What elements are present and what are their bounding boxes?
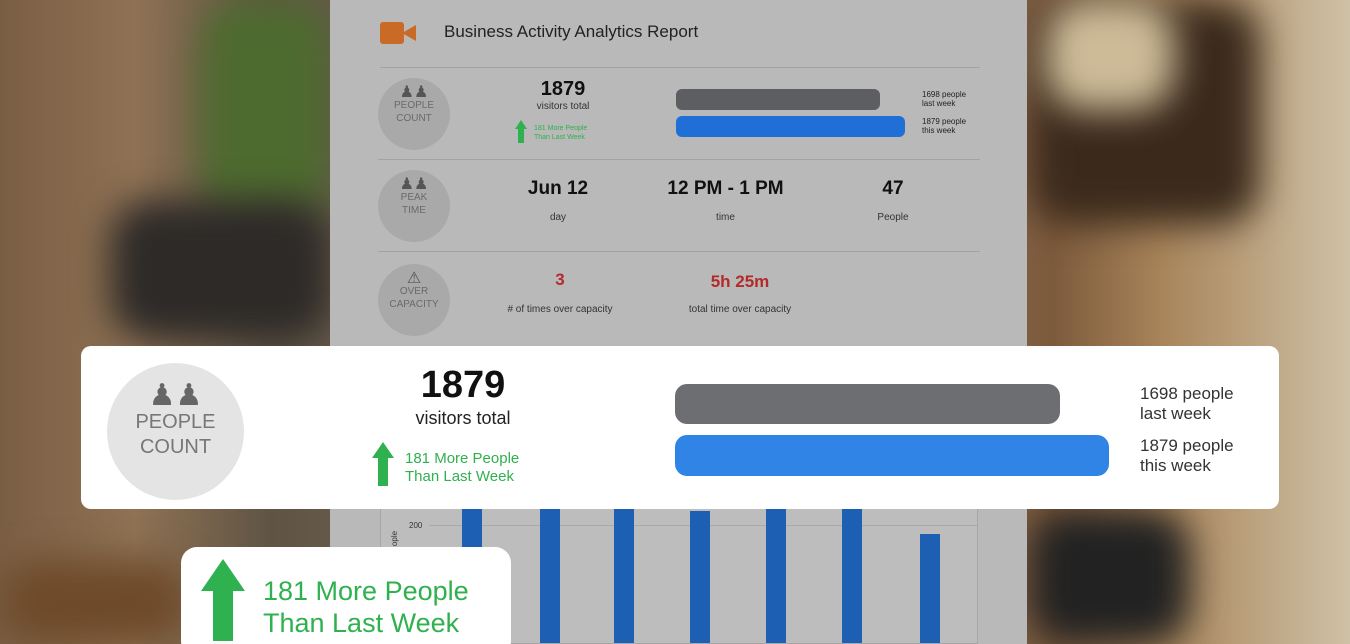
peak-time-row: ♟♟ PEAK TIME Jun 12 day 12 PM - 1 PM tim… <box>378 160 980 252</box>
up-arrow-icon <box>372 442 394 486</box>
visitors-total-caption: visitors total <box>415 408 511 428</box>
this-week-label: 1879 people this week <box>1140 436 1234 475</box>
visitors-total: 1879 <box>420 364 506 406</box>
over-capacity-duration: 5h 25m <box>710 272 770 291</box>
chart-bar <box>614 504 634 643</box>
people-count-badge-large: ♟♟ PEOPLE COUNT <box>107 363 244 500</box>
background-chair <box>1030 510 1190 644</box>
y-axis-label: ople <box>390 530 400 547</box>
people-count-card: ♟♟ PEOPLE COUNT 1879 visitors total 181 … <box>81 346 1279 509</box>
this-week-bar <box>675 435 1109 476</box>
report-title: Business Activity Analytics Report <box>444 22 699 41</box>
peak-time-badge: ♟♟ PEAK TIME <box>378 170 450 242</box>
people-count-row: ♟♟ PEOPLE COUNT 1879 visitors total 181 … <box>378 68 980 160</box>
last-week-bar <box>676 89 880 110</box>
people-delta-text: 181 More People Than Last Week <box>405 450 520 485</box>
over-capacity-duration-caption: total time over capacity <box>688 304 792 315</box>
over-capacity-row: ⚠ OVER CAPACITY 3 # of times over capaci… <box>378 252 980 346</box>
chart-bar <box>766 504 786 643</box>
people-icon: ♟♟ <box>399 84 429 101</box>
background-desk <box>0 560 190 644</box>
peak-day-caption: day <box>549 212 567 223</box>
people-count-caption: visitors total <box>536 101 590 112</box>
last-week-bar <box>675 384 1060 424</box>
up-arrow-icon <box>201 559 245 641</box>
over-capacity-times: 3 <box>555 270 565 289</box>
people-icon: ♟♟ <box>148 379 203 412</box>
peak-day-value: Jun 12 <box>527 178 589 199</box>
delta-callout: 181 More People Than Last Week <box>181 547 511 644</box>
background-frame-inner <box>1045 0 1175 110</box>
delta-callout-text: 181 More People Than Last Week <box>263 576 469 638</box>
this-week-bar <box>676 116 905 137</box>
peak-time-caption: time <box>716 212 735 223</box>
up-arrow-icon <box>515 120 527 144</box>
warning-icon: ⚠ <box>406 270 422 287</box>
people-count-total: 1879 <box>540 78 586 100</box>
video-camera-icon <box>380 22 416 44</box>
last-week-label: 1698 people last week <box>922 90 967 108</box>
over-capacity-times-caption: # of times over capacity <box>507 304 613 315</box>
chart-bar <box>540 504 560 643</box>
chart-bar <box>690 511 710 643</box>
background-plant <box>200 0 330 220</box>
chart-bar <box>920 534 940 643</box>
people-delta: 181 More People Than Last Week <box>534 125 588 141</box>
chart-bar <box>842 504 862 643</box>
background-monitor <box>110 200 330 340</box>
y-tick-label: 200 <box>409 521 423 530</box>
peak-people-caption: People <box>877 212 909 223</box>
report-header: Business Activity Analytics Report <box>380 18 980 68</box>
this-week-label: 1879 people this week <box>922 117 967 135</box>
peak-time-value: 12 PM - 1 PM <box>667 178 784 199</box>
peak-people-value: 47 <box>882 178 904 199</box>
people-icon: ♟♟ <box>399 176 429 193</box>
last-week-label: 1698 people last week <box>1140 384 1234 423</box>
people-count-badge: ♟♟ PEOPLE COUNT <box>378 78 450 150</box>
over-capacity-badge: ⚠ OVER CAPACITY <box>378 264 450 336</box>
